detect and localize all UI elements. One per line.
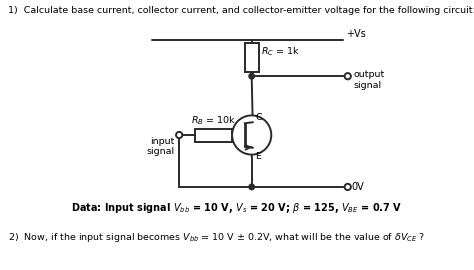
Circle shape	[176, 132, 182, 138]
Text: Data: Input signal $V_{bb}$ = 10 V, $V_s$ = 20 V; $\beta$ = 125, $V_{BE}$ = 0.7 : Data: Input signal $V_{bb}$ = 10 V, $V_s…	[71, 201, 403, 215]
Text: B: B	[225, 130, 231, 140]
Bar	[245, 43, 258, 72]
Text: $R_B$ = 10k: $R_B$ = 10k	[191, 115, 236, 127]
Text: 1)  Calculate base current, collector current, and collector-emitter voltage for: 1) Calculate base current, collector cur…	[8, 6, 474, 15]
Circle shape	[345, 184, 351, 190]
Text: output
signal: output signal	[354, 70, 385, 90]
Text: 0V: 0V	[352, 182, 365, 192]
Text: input
signal: input signal	[146, 137, 174, 156]
Circle shape	[232, 115, 271, 155]
Text: $R_C$ = 1k: $R_C$ = 1k	[261, 45, 300, 58]
Text: C: C	[255, 113, 262, 122]
Text: 2)  Now, if the input signal becomes $V_{bb}$ = 10 V $\pm$ 0.2V, what will be th: 2) Now, if the input signal becomes $V_{…	[8, 231, 425, 244]
Circle shape	[249, 73, 255, 79]
Bar	[195, 129, 232, 142]
Circle shape	[249, 184, 255, 190]
Circle shape	[345, 73, 351, 79]
Text: E: E	[255, 152, 262, 161]
Text: +Vs: +Vs	[346, 29, 365, 39]
